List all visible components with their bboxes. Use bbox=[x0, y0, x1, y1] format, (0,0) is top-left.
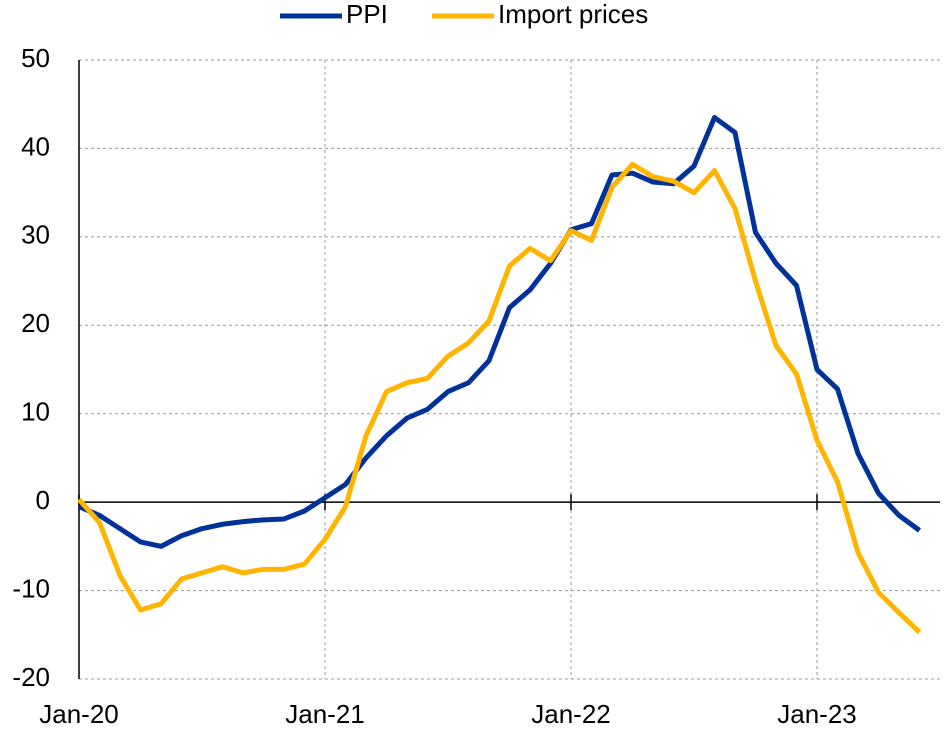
line-series bbox=[77, 161, 922, 634]
legend-label: Import prices bbox=[498, 0, 648, 29]
y-tick-label: 20 bbox=[21, 308, 50, 338]
y-tick-label: 10 bbox=[21, 397, 50, 427]
x-tick-label: Jan-21 bbox=[285, 699, 365, 729]
line-series bbox=[78, 114, 921, 549]
x-tick-label: Jan-23 bbox=[777, 699, 857, 729]
x-tick-label: Jan-20 bbox=[39, 699, 119, 729]
y-tick-label: -10 bbox=[12, 573, 50, 603]
y-tick-label: 0 bbox=[36, 485, 50, 515]
y-tick-label: 50 bbox=[21, 43, 50, 73]
y-tick-label: 40 bbox=[21, 131, 50, 161]
y-tick-label: 30 bbox=[21, 220, 50, 250]
legend-label: PPI bbox=[346, 0, 388, 29]
y-tick-label: -20 bbox=[12, 662, 50, 692]
x-tick-label: Jan-22 bbox=[531, 699, 611, 729]
